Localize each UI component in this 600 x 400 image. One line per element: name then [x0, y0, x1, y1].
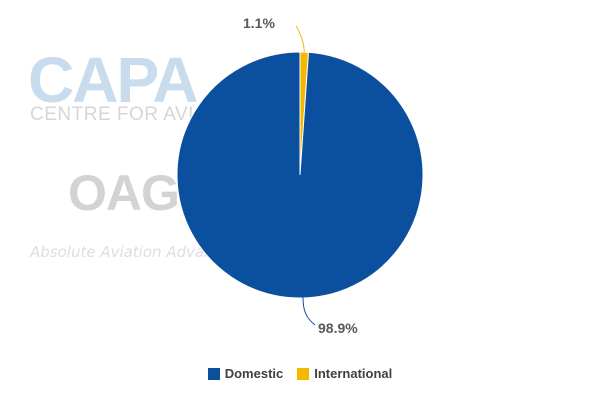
legend-item-international[interactable]: International — [297, 366, 392, 381]
legend-swatch-domestic — [207, 367, 220, 380]
pie-slice-domestic[interactable] — [176, 51, 424, 299]
international-data-label: 1.1% — [243, 15, 275, 31]
legend: Domestic International — [0, 366, 600, 381]
domestic-data-label: 98.9% — [318, 320, 358, 336]
capa-watermark-logo: CAPA — [28, 44, 199, 116]
legend-item-domestic[interactable]: Domestic — [207, 366, 284, 381]
international-leader-line — [295, 25, 305, 53]
legend-swatch-international — [297, 367, 310, 380]
legend-label-international: International — [314, 366, 393, 381]
oag-watermark-logo: OAG — [68, 165, 180, 221]
domestic-leader-line — [302, 296, 316, 326]
legend-label-domestic: Domestic — [224, 366, 284, 381]
oag-watermark-subtitle: Absolute Aviation Advantage — [30, 243, 248, 261]
